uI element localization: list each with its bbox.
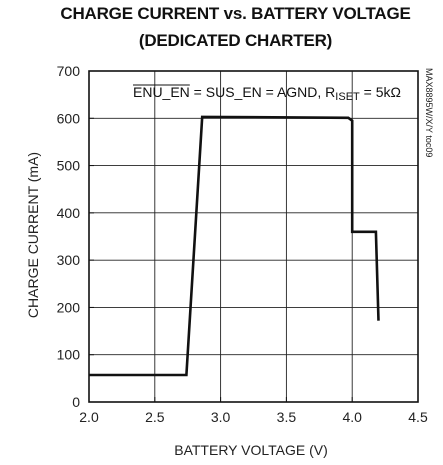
chart-title-line1: CHARGE CURRENT vs. BATTERY VOLTAGE xyxy=(60,4,411,23)
x-tick-label: 4.5 xyxy=(408,409,428,425)
chart-title-line2: (DEDICATED CHARTER) xyxy=(138,31,333,50)
x-tick-label: 2.0 xyxy=(79,409,99,425)
x-tick-labels: 2.0 2.5 3.0 3.5 4.0 4.5 xyxy=(79,409,428,425)
annotation-middle: = SUS_EN = AGND, R xyxy=(190,84,336,100)
y-tick-label: 600 xyxy=(57,110,81,126)
y-tick-label: 400 xyxy=(57,205,81,221)
y-tick-label: 0 xyxy=(72,394,80,410)
annotation-subscript: ISET xyxy=(335,91,360,103)
y-axis-label: CHARGE CURRENT (mA) xyxy=(25,152,41,318)
x-tick-label: 2.5 xyxy=(145,409,165,425)
condition-annotation: ENU_EN = SUS_EN = AGND, RISET = 5kΩ xyxy=(133,84,401,103)
x-axis-label: BATTERY VOLTAGE (V) xyxy=(174,442,328,458)
axis-ticks xyxy=(88,70,419,403)
enu-en-label: ENU_EN xyxy=(133,84,190,100)
annotation-tail: = 5kΩ xyxy=(360,84,401,100)
y-tick-label: 100 xyxy=(57,347,81,363)
series-line xyxy=(89,115,380,377)
y-tick-label: 500 xyxy=(57,158,81,174)
y-tick-label: 200 xyxy=(57,299,81,315)
x-tick-label: 3.0 xyxy=(211,409,231,425)
figure-code: MAX8895W/X/Y toc09 xyxy=(424,68,434,157)
y-tick-label: 300 xyxy=(57,252,81,268)
y-tick-label: 700 xyxy=(57,63,81,79)
plot-frame xyxy=(88,70,419,403)
x-tick-label: 3.5 xyxy=(277,409,297,425)
y-tick-labels: 0 100 200 300 400 500 600 700 xyxy=(57,63,81,410)
x-tick-label: 4.0 xyxy=(342,409,362,425)
gridlines xyxy=(89,71,418,402)
